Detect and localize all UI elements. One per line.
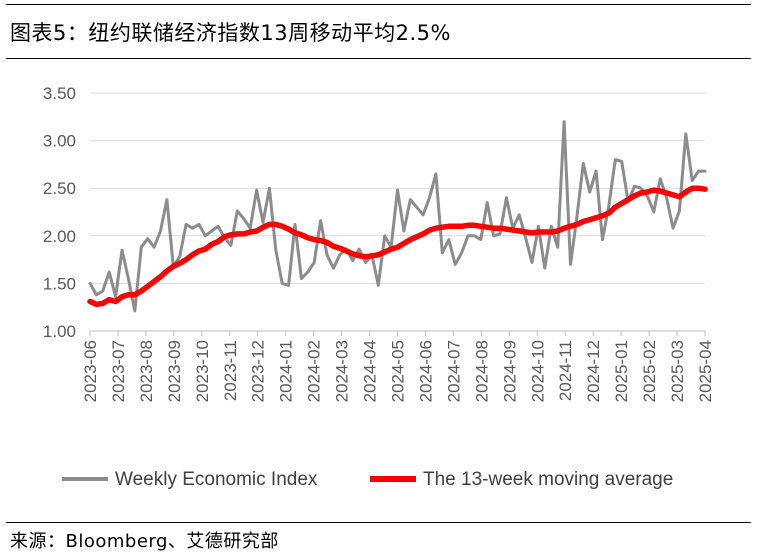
series-line-weekly	[88, 120, 707, 313]
y-tick-label: 3.00	[43, 132, 76, 151]
footer-rule	[6, 522, 751, 523]
x-tick-label: 2023-12	[249, 340, 268, 402]
x-tick-label: 2024-02	[305, 340, 324, 402]
legend: Weekly Economic Index The 13-week moving…	[62, 469, 673, 490]
x-tick-label: 2025-02	[640, 340, 659, 402]
y-tick-label: 2.50	[43, 179, 76, 198]
top-rule	[6, 4, 751, 5]
y-axis-ticks: 1.00 1.50 2.00 2.50 3.00 3.50	[43, 84, 76, 341]
source-note: 来源：Bloomberg、艾德研究部	[10, 531, 279, 552]
x-tick-label: 2025-03	[668, 340, 687, 402]
x-tick-label: 2025-04	[696, 340, 715, 402]
x-tick-label: 2024-03	[333, 340, 352, 402]
x-tick-label: 2023-08	[137, 340, 156, 402]
title-rule	[6, 58, 751, 59]
x-tick-label: 2024-11	[556, 340, 575, 401]
x-tick-label: 2024-04	[361, 340, 380, 402]
y-tick-label: 1.50	[43, 274, 76, 293]
y-tick-label: 1.00	[43, 322, 76, 341]
legend-label-weekly: Weekly Economic Index	[115, 469, 318, 490]
series-lines	[87, 120, 708, 313]
x-tick-label: 2025-01	[612, 340, 631, 402]
x-axis-ticks: 2023-06 2023-07 2023-08 2023-09 2023-10 2023-…	[81, 331, 715, 402]
x-tick-label: 2024-10	[528, 340, 547, 402]
y-tick-label: 2.00	[43, 227, 76, 246]
x-tick-label: 2024-01	[277, 340, 296, 402]
x-tick-label: 2024-08	[472, 340, 491, 402]
x-tick-label: 2023-06	[81, 340, 100, 402]
x-tick-label: 2023-09	[165, 340, 184, 402]
x-tick-label: 2024-09	[500, 340, 519, 402]
x-tick-label: 2024-05	[389, 340, 408, 402]
series-line-average	[87, 185, 708, 308]
y-tick-label: 3.50	[43, 84, 76, 103]
x-tick-label: 2023-11	[221, 340, 240, 401]
x-tick-label: 2023-10	[193, 340, 212, 402]
page-title: 图表5：纽约联储经济指数13周移动平均2.5%	[10, 21, 451, 45]
x-tick-label: 2023-07	[109, 340, 128, 402]
x-tick-label: 2024-12	[584, 340, 603, 402]
x-tick-label: 2024-07	[444, 340, 463, 402]
legend-label-average: The 13-week moving average	[423, 469, 673, 490]
x-tick-label: 2024-06	[416, 340, 435, 402]
